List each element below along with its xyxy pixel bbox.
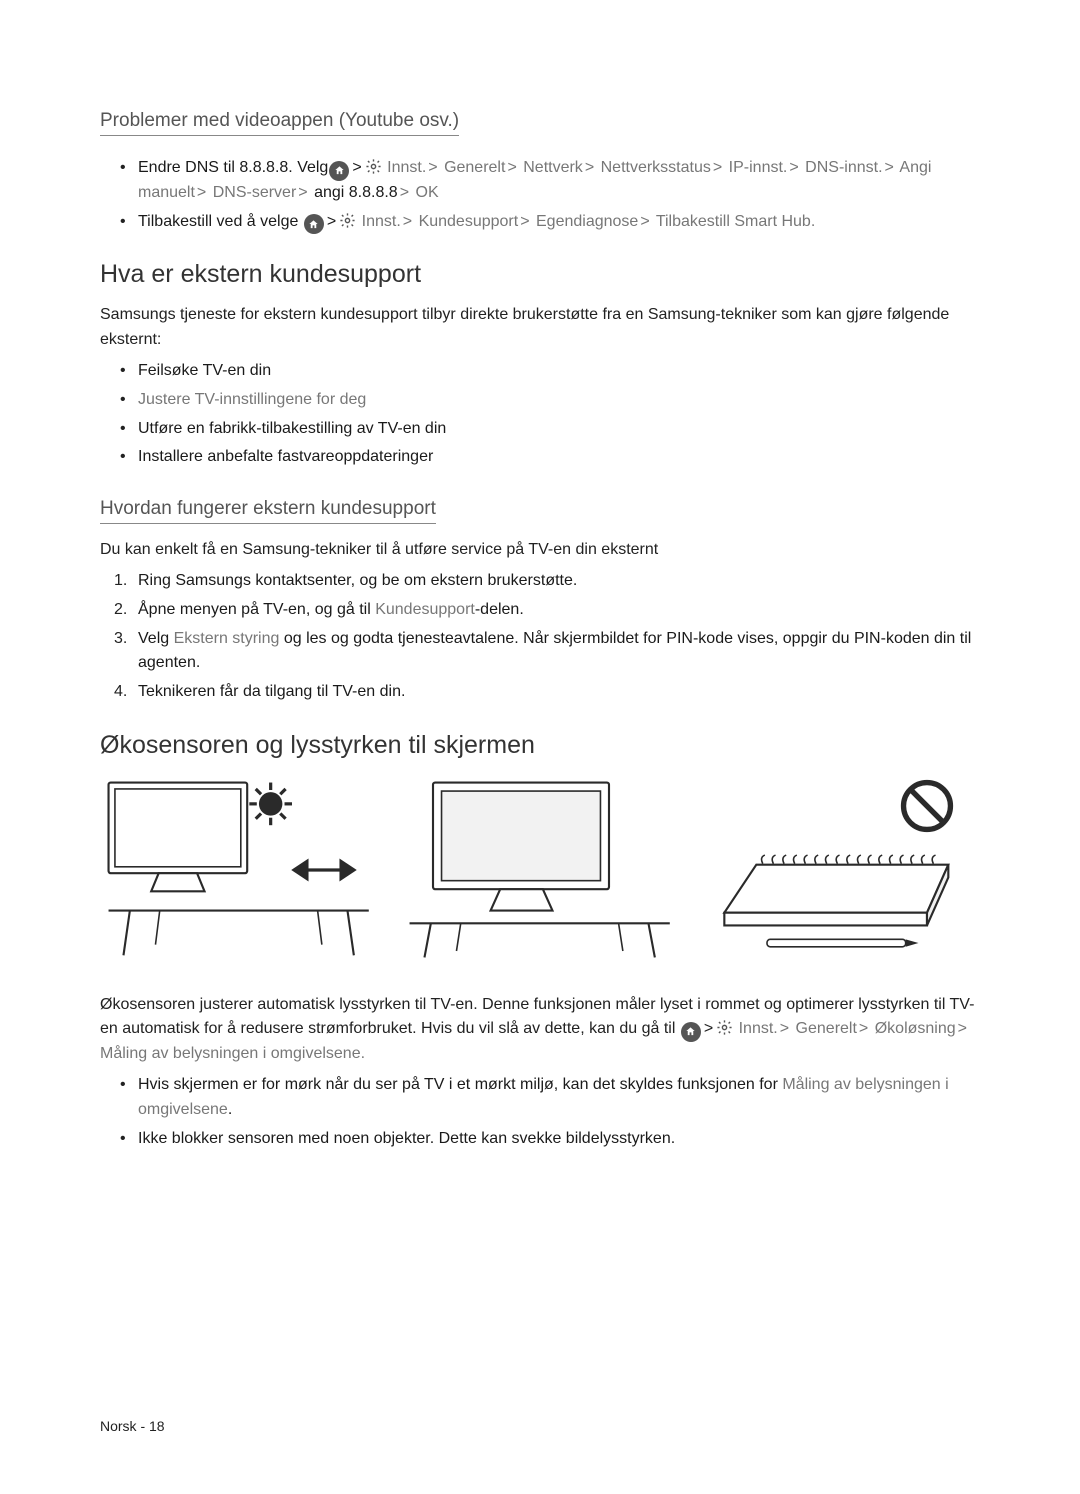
diagram-panel-prohibit [703,774,980,961]
path-segment: Nettverk [523,159,583,176]
home-icon [304,214,324,234]
eco-sensor-paragraph: Økosensoren justerer automatisk lysstyrk… [100,993,980,1067]
how-works-intro: Du kan enkelt få en Samsung-tekniker til… [100,538,980,563]
remote-support-intro: Samsungs tjeneste for ekstern kundesuppo… [100,303,980,353]
path-segment: DNS-innst. [805,159,882,176]
how-works-steps: Ring Samsungs kontaktsenter, og be om ek… [100,569,980,705]
gear-icon [365,158,382,175]
text: Åpne menyen på TV-en, og gå til [138,601,375,618]
path-segment: DNS-server [213,184,297,201]
list-item: Justere TV-innstillingene for deg [138,388,980,413]
path-segment: Generelt [444,159,505,176]
path-segment: Tilbakestill Smart Hub [656,213,811,230]
list-item: Utføre en fabrikk-tilbakestilling av TV-… [138,417,980,442]
path-segment: Egendiagnose [536,213,638,230]
path-segment: Nettverksstatus [601,159,711,176]
heading-remote-support: Hva er ekstern kundesupport [100,260,980,289]
home-icon [329,161,349,181]
eco-sensor-bullets: Hvis skjermen er for mørk når du ser på … [100,1073,980,1151]
list-item: Åpne menyen på TV-en, og gå til Kundesup… [138,598,980,623]
path-segment: Måling av belysningen i omgivelsene [100,1045,361,1062]
heading-how-works: Hvordan fungerer ekstern kundesupport [100,498,436,524]
gear-icon [716,1019,733,1036]
list-item: Installere anbefalte fastvareoppdatering… [138,445,980,470]
list-item: Endre DNS til 8.8.8.8. Velg> Innst.> Gen… [138,156,980,206]
list-item: Ikke blokker sensoren med noen objekter.… [138,1127,980,1152]
text-muted: Kundesupport [375,601,475,618]
text: . [228,1101,232,1118]
text: . [811,213,815,230]
list-item: Ring Samsungs kontaktsenter, og be om ek… [138,569,980,594]
path-segment: Innst. [739,1020,778,1037]
path-segment: Innst. [362,213,401,230]
path-segment: Økoløsning [875,1020,956,1037]
home-icon [681,1022,701,1042]
text: angi 8.8.8.8 [314,184,398,201]
text: Hvis skjermen er for mørk når du ser på … [138,1076,782,1093]
list-item: Teknikeren får da tilgang til TV-en din. [138,680,980,705]
heading-video-problems: Problemer med videoappen (Youtube osv.) [100,110,459,136]
list-item: Tilbakestill ved å velge > Innst.> Kunde… [138,210,980,235]
path-segment: OK [416,184,439,201]
list-item: Feilsøke TV-en din [138,359,980,384]
text: Tilbakestill ved å velge [138,213,298,230]
text: Endre DNS til 8.8.8.8. Velg [138,159,328,176]
diagram-panel-bright [100,774,377,961]
diagram-panel-dark [401,774,678,961]
gear-icon [339,212,356,229]
list-item: Velg Ekstern styring og les og godta tje… [138,627,980,677]
path-segment: IP-innst. [729,159,788,176]
list-item: Hvis skjermen er for mørk når du ser på … [138,1073,980,1123]
text-muted: Ekstern styring [174,630,280,647]
video-problems-list: Endre DNS til 8.8.8.8. Velg> Innst.> Gen… [100,156,980,234]
path-segment: Kundesupport [419,213,519,230]
remote-support-list: Feilsøke TV-en din Justere TV-innstillin… [100,359,980,470]
heading-eco-sensor: Økosensoren og lysstyrken til skjermen [100,731,980,760]
path-segment: Innst. [387,159,426,176]
eco-sensor-diagram-row [100,774,980,961]
page-footer: Norsk - 18 [100,1418,165,1434]
text: Velg [138,630,174,647]
text: -delen. [475,601,524,618]
path-segment: Generelt [796,1020,857,1037]
